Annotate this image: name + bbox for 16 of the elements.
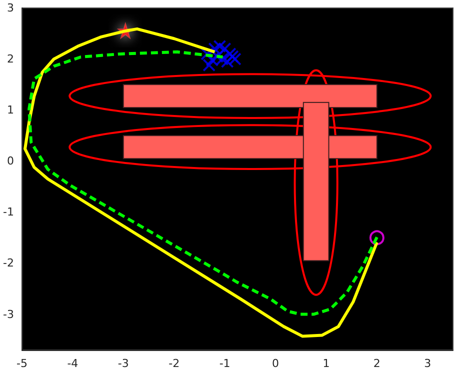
y-tick-label: 0 [6, 154, 14, 168]
x-tick-label: 2 [373, 357, 380, 370]
x-tick-label: -4 [67, 357, 78, 370]
x-tick-label: 1 [322, 357, 330, 370]
x-tick-label: -1 [219, 357, 230, 370]
y-tick-label: 1 [6, 104, 14, 117]
x-tick-label: -3 [118, 357, 129, 370]
y-tick-label: 3 [6, 2, 14, 14]
x-tick-label: -5 [16, 357, 28, 370]
x-tick-label: 3 [424, 357, 432, 370]
y-tick-label: -1 [3, 206, 14, 219]
y-tick-label: 2 [6, 52, 14, 66]
x-tick-label: 0 [272, 357, 280, 370]
x-tick-label: -2 [168, 357, 180, 370]
y-tick-label: -3 [3, 308, 14, 321]
y-tick-label: -2 [3, 256, 14, 270]
